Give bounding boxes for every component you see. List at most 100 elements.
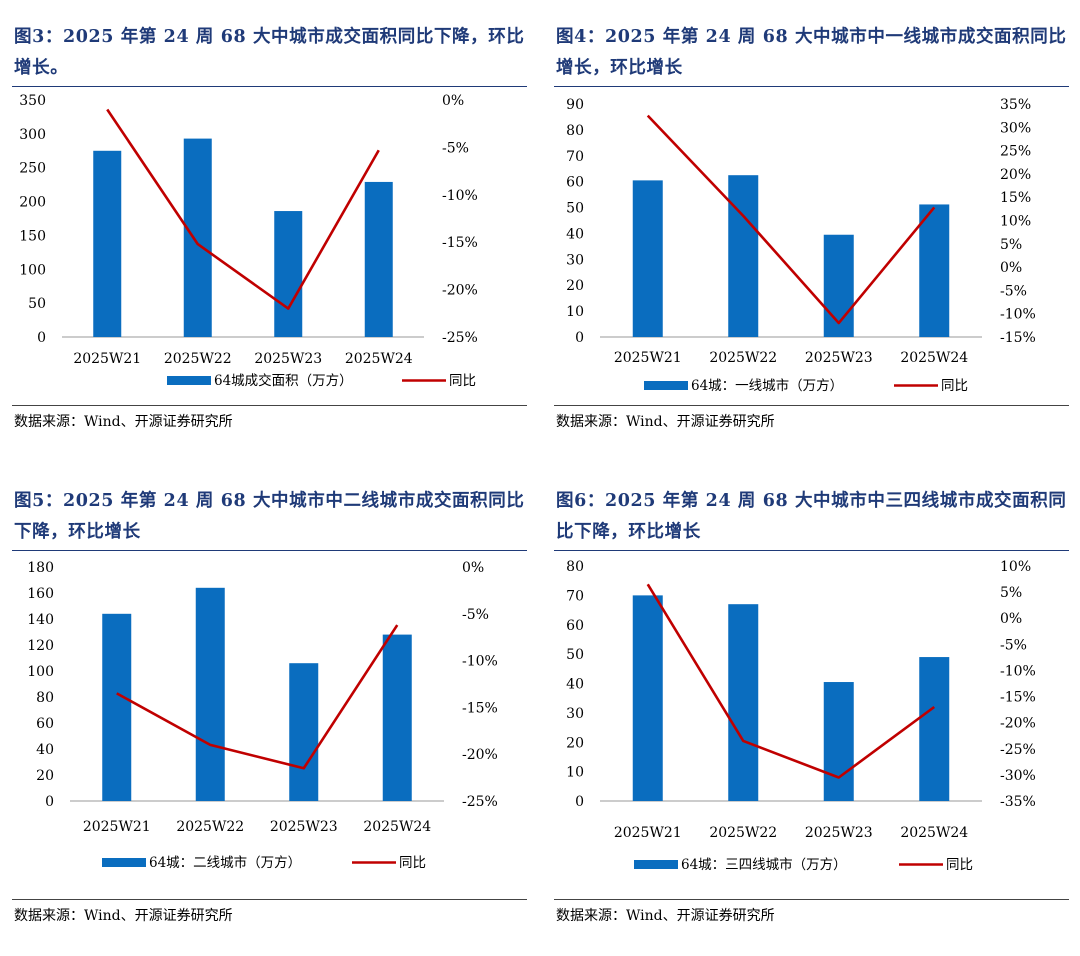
bar [919, 657, 950, 801]
category-label: 2025W22 [709, 350, 777, 366]
right-axis-tick-label: 0% [1000, 260, 1022, 276]
left-axis-tick-label: 80 [36, 690, 54, 706]
category-label: 2025W21 [614, 825, 682, 841]
left-axis-tick-label: 60 [36, 716, 54, 732]
left-axis-tick-label: 80 [566, 123, 584, 139]
left-axis-tick-label: 80 [566, 559, 584, 575]
legend-bar-swatch [167, 376, 211, 385]
bar [632, 180, 663, 337]
left-axis-tick-label: 100 [27, 664, 54, 680]
chart-area: 0 50 100 150 200 250 300 350 -25% -20% -15% -10% -5%… [12, 87, 527, 405]
legend-bar-label: 64城：二线城市（万方） [149, 854, 301, 871]
panel-title: 图4：2025 年第 24 周 68 大中城市中一线城市成交面积同比增长，环比增… [556, 27, 1067, 78]
right-axis-tick-label: 0% [1000, 611, 1022, 627]
right-axis-tick-label: 0% [462, 560, 484, 576]
right-axis-tick-label: -10% [462, 654, 498, 670]
left-axis-tick-label: 0 [45, 794, 54, 810]
title-divider [554, 550, 1069, 551]
panel-title: 图6：2025 年第 24 周 68 大中城市中三四线城市成交面积同比下降，环比… [556, 491, 1067, 542]
category-label: 2025W21 [73, 351, 141, 367]
right-axis-tick-label: 0% [442, 93, 464, 109]
legend-bar-swatch [634, 860, 678, 869]
bar [919, 204, 950, 337]
left-axis-tick-label: 50 [28, 296, 46, 312]
right-axis-tick-label: 10% [1000, 214, 1031, 230]
left-axis-tick-label: 180 [27, 560, 54, 576]
chart-area: 0 10 20 30 40 50 60 70 80 -35% -30% -25% -20% -15% -10… [554, 551, 1069, 899]
category-label: 2025W23 [805, 825, 873, 841]
legend-bar-label: 64城：一线城市（万方） [691, 377, 843, 394]
category-label: 2025W23 [254, 351, 322, 367]
chart-panel-fig3: 图3：2025 年第 24 周 68 大中城市成交面积同比下降，环比增长。 0 5… [12, 22, 527, 432]
left-axis-tick-label: 150 [19, 228, 46, 244]
category-label: 2025W23 [270, 819, 338, 835]
right-axis-tick-label: -30% [1000, 768, 1036, 784]
left-axis-tick-label: 20 [36, 768, 54, 784]
right-axis-tick-label: -15% [1000, 690, 1036, 706]
right-axis-tick-label: -10% [1000, 663, 1036, 679]
left-axis-tick-label: 40 [36, 742, 54, 758]
source-note: 数据来源：Wind、开源证券研究所 [556, 414, 775, 430]
panel-title: 图5：2025 年第 24 周 68 大中城市中二线城市成交面积同比下降，环比增… [14, 491, 525, 542]
title-divider [12, 86, 527, 87]
right-axis-tick-label: 10% [1000, 559, 1031, 575]
title-divider [12, 550, 527, 551]
left-axis-tick-label: 350 [19, 93, 46, 109]
bar [289, 663, 319, 801]
footer-divider [554, 405, 1069, 406]
category-label: 2025W24 [900, 350, 968, 366]
left-axis-tick-label: 30 [566, 706, 584, 722]
chart-panel-fig6: 图6：2025 年第 24 周 68 大中城市中三四线城市成交面积同比下降，环比… [554, 486, 1069, 926]
left-axis-tick-label: 300 [19, 127, 46, 143]
yoy-series-line [116, 624, 399, 770]
right-axis-tick-label: -25% [462, 794, 498, 810]
left-axis-tick-label: 90 [566, 97, 584, 113]
source-note: 数据来源：Wind、开源证券研究所 [14, 414, 233, 430]
bar [183, 138, 212, 337]
left-axis-tick-label: 10 [566, 304, 584, 320]
left-axis-tick-label: 0 [37, 330, 46, 346]
right-axis-tick-label: 25% [1000, 144, 1031, 160]
legend-line-label: 同比 [946, 857, 973, 873]
bar [102, 613, 132, 801]
bar [823, 234, 854, 337]
right-axis-tick-label: -5% [442, 140, 469, 156]
right-axis-tick-label: -25% [1000, 742, 1036, 758]
right-axis-tick-label: 5% [1000, 585, 1022, 601]
left-axis-tick-label: 200 [19, 195, 46, 211]
right-axis-tick-label: -15% [442, 235, 478, 251]
bar [93, 150, 122, 337]
combo-chart-fig5: 0 20 40 60 80 100 120 140 160 180 -25% -20% -15% -10%… [27, 560, 498, 871]
panel-title: 图3：2025 年第 24 周 68 大中城市成交面积同比下降，环比增长。 [14, 27, 525, 78]
legend-bar-swatch [644, 381, 688, 390]
right-axis-tick-label: 15% [1000, 190, 1031, 206]
source-note: 数据来源：Wind、开源证券研究所 [556, 908, 775, 924]
category-label: 2025W21 [83, 819, 151, 835]
yoy-series-line [646, 583, 936, 779]
category-label: 2025W23 [805, 350, 873, 366]
right-axis-tick-label: -20% [1000, 716, 1036, 732]
right-axis-tick-label: -20% [442, 283, 478, 299]
bar [364, 181, 393, 337]
right-axis-tick-label: -5% [1000, 637, 1027, 653]
left-axis-tick-label: 250 [19, 161, 46, 177]
bar [195, 587, 225, 801]
chart-panel-fig5: 图5：2025 年第 24 周 68 大中城市中二线城市成交面积同比下降，环比增… [12, 486, 527, 926]
yoy-series-line [106, 108, 380, 310]
category-label: 2025W24 [900, 825, 968, 841]
bar [728, 604, 759, 801]
right-axis-tick-label: 5% [1000, 237, 1022, 253]
right-axis-tick-label: -15% [1000, 330, 1036, 346]
left-axis-tick-label: 60 [566, 618, 584, 634]
left-axis-tick-label: 160 [27, 586, 54, 602]
left-axis-tick-label: 70 [566, 588, 584, 604]
combo-chart-fig4: 0 10 20 30 40 50 60 70 80 90 -15% -10% -5% 0% 5% 10% 15%… [566, 97, 1036, 394]
combo-chart-fig3: 0 50 100 150 200 250 300 350 -25% -20% -15% -10% -5%… [19, 93, 478, 389]
right-axis-tick-label: -10% [442, 188, 478, 204]
left-axis-tick-label: 120 [27, 638, 54, 654]
footer-divider [554, 899, 1069, 900]
category-label: 2025W24 [345, 351, 413, 367]
left-axis-tick-label: 60 [566, 175, 584, 191]
bar [823, 682, 854, 801]
category-label: 2025W22 [176, 819, 244, 835]
